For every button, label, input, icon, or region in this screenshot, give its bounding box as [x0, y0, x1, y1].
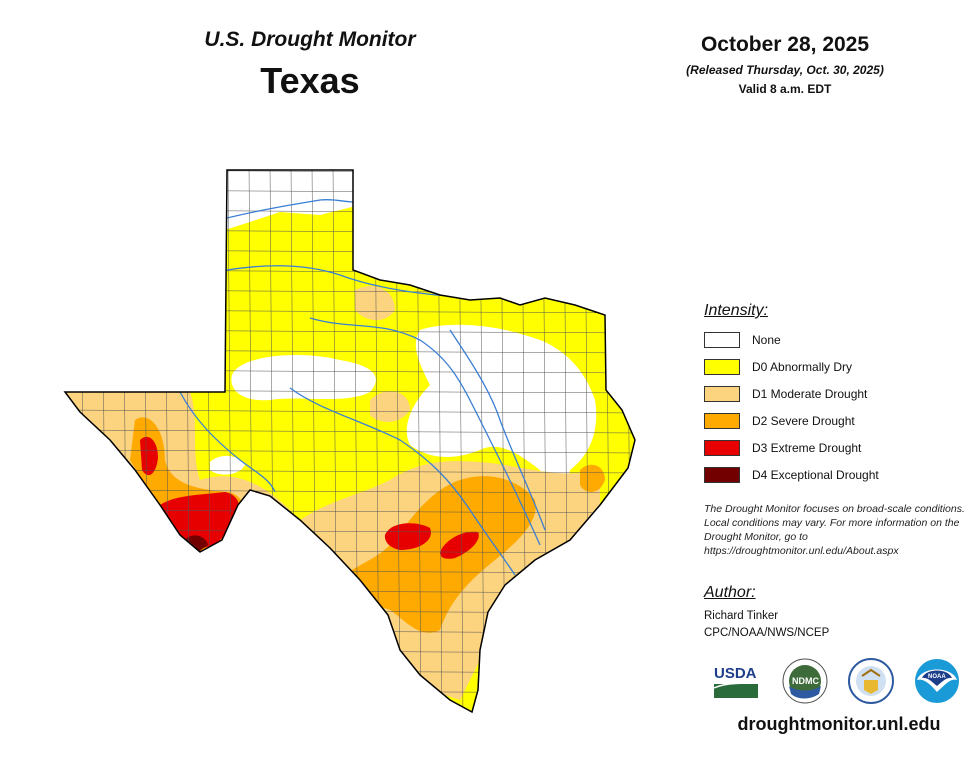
legend-item: D3 Extreme Drought	[704, 438, 861, 458]
legend-label: D1 Moderate Drought	[752, 387, 868, 401]
usda-logo: USDA	[713, 665, 758, 698]
county-line	[65, 609, 635, 614]
legend-swatch	[704, 386, 740, 402]
legend-swatch	[704, 359, 740, 375]
county-line	[65, 409, 635, 414]
legend-title: Intensity:	[704, 302, 769, 319]
legend-swatch	[704, 413, 740, 429]
canadian-river	[226, 198, 361, 219]
valid-time: Valid 8 a.m. EDT	[738, 82, 832, 96]
map-date: October 28, 2025	[700, 33, 870, 56]
svg-text:NDMC: NDMC	[792, 676, 819, 686]
trinity-river	[449, 329, 546, 531]
none-area-small-west	[210, 455, 245, 475]
legend-label: None	[752, 333, 781, 347]
legend-swatch	[704, 332, 740, 348]
legend-label: D0 Abnormally Dry	[752, 360, 853, 374]
author-title: Author:	[704, 584, 756, 601]
county-line	[101, 170, 107, 712]
product-title: U.S. Drought Monitor	[204, 28, 416, 51]
county-line	[65, 449, 635, 454]
legend-label: D3 Extreme Drought	[752, 441, 862, 455]
texas-drought-map	[60, 165, 636, 720]
county-line	[60, 165, 64, 720]
legend-swatch	[704, 440, 740, 456]
legend-item: D1 Moderate Drought	[704, 384, 867, 404]
svg-text:NOAA: NOAA	[928, 674, 946, 680]
colorado-river	[289, 387, 516, 576]
author-name: Richard Tinker	[704, 610, 779, 622]
release-date: (Released Thursday, Oct. 30, 2025)	[686, 63, 884, 77]
d3-extreme-west-north	[140, 436, 158, 476]
none-area-panhandle	[220, 170, 360, 230]
commerce-logo	[848, 658, 894, 704]
county-line	[65, 629, 635, 634]
brazos-river	[309, 317, 541, 546]
svg-text:USDA: USDA	[714, 665, 757, 682]
legend-item: D0 Abnormally Dry	[704, 357, 852, 377]
d2-severe-south-central	[330, 476, 536, 633]
d0-abnormally-dry-base	[65, 170, 635, 712]
county-line	[65, 709, 635, 712]
author-org: CPC/NOAA/NWS/NCEP	[704, 627, 830, 639]
disclaimer-note: The Drought Monitor focuses on broad-sca…	[704, 503, 965, 557]
noaa-logo: NOAA	[915, 659, 959, 703]
legend-label: D4 Exceptional Drought	[752, 468, 879, 482]
county-line	[65, 689, 635, 694]
county-line	[65, 429, 635, 434]
county-line	[65, 669, 635, 674]
none-area-west-central	[231, 355, 376, 401]
d3-extreme-west	[160, 492, 240, 550]
county-line	[65, 469, 635, 474]
legend-item: D4 Exceptional Drought	[704, 465, 879, 485]
county-line	[65, 589, 635, 594]
county-line	[65, 649, 635, 654]
county-line	[65, 489, 635, 494]
legend-item: D2 Severe Drought	[704, 411, 855, 431]
d1-moderate-central	[370, 391, 410, 422]
legend-item: None	[704, 330, 781, 350]
legend-label: D2 Severe Drought	[752, 414, 855, 428]
pecos-river	[179, 391, 276, 493]
website-link[interactable]: droughtmonitor.unl.edu	[737, 714, 941, 734]
d2-severe-east	[580, 464, 605, 492]
ndmc-logo: NDMC	[782, 658, 828, 704]
county-line	[80, 170, 86, 712]
county-line	[65, 569, 635, 574]
region-title: Texas	[260, 60, 360, 101]
d4-exceptional-big-bend	[185, 535, 208, 552]
legend-swatch	[704, 467, 740, 483]
